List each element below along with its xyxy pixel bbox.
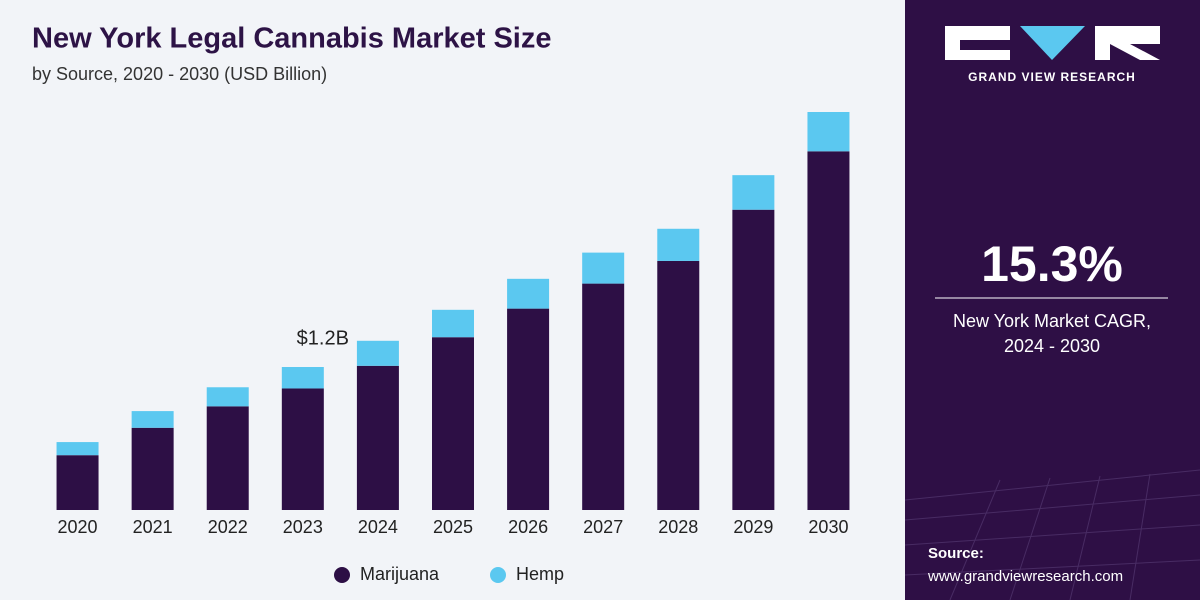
- bar-segment: [582, 283, 625, 510]
- bar-segment: [732, 175, 775, 210]
- bar-segment: [507, 278, 550, 309]
- side-panel: [905, 0, 1200, 600]
- bar-segment: [206, 406, 249, 510]
- bar-segment: [56, 442, 99, 456]
- legend-label: Hemp: [516, 564, 564, 584]
- bar-segment: [131, 411, 174, 428]
- bar-segment: [507, 308, 550, 510]
- legend-swatch: [334, 567, 350, 583]
- brand-name: GRAND VIEW RESEARCH: [968, 70, 1136, 84]
- bar-segment: [657, 260, 700, 510]
- bar-segment: [56, 455, 99, 510]
- bar-segment: [206, 387, 249, 407]
- cagr-label: New York Market CAGR,: [953, 311, 1151, 331]
- x-tick-label: 2028: [658, 517, 698, 537]
- panel-grid-decoration: [904, 469, 1200, 600]
- bar-segment: [281, 367, 324, 389]
- x-tick-label: 2021: [133, 517, 173, 537]
- source-label: Source:: [928, 545, 984, 562]
- chart-subtitle: by Source, 2020 - 2030 (USD Billion): [32, 64, 327, 84]
- bar-segment: [807, 112, 850, 152]
- x-tick-label: 2030: [808, 517, 848, 537]
- annotation: $1.2B: [297, 327, 349, 349]
- bar-segment: [432, 309, 474, 338]
- x-tick-label: 2025: [433, 517, 473, 537]
- logo: [945, 26, 1160, 60]
- legend-label: Marijuana: [360, 564, 440, 584]
- bar-segment: [356, 365, 399, 510]
- bar-segment: [657, 228, 700, 261]
- bar-segment: [732, 209, 775, 510]
- x-tick-label: 2023: [283, 517, 323, 537]
- cagr-value: 15.3%: [981, 236, 1123, 292]
- x-tick-label: 2020: [58, 517, 98, 537]
- bar-segment: [807, 151, 850, 510]
- x-tick-label: 2029: [733, 517, 773, 537]
- bar-segment: [281, 388, 324, 510]
- x-tick-label: 2024: [358, 517, 398, 537]
- bar-segment: [432, 337, 474, 510]
- x-tick-label: 2026: [508, 517, 548, 537]
- bar-segment: [582, 252, 625, 284]
- chart-title: New York Legal Cannabis Market Size: [32, 23, 552, 55]
- bar-segment: [356, 340, 399, 366]
- bar-segment: [131, 427, 174, 510]
- x-tick-label: 2022: [208, 517, 248, 537]
- x-tick-label: 2027: [583, 517, 623, 537]
- legend-swatch: [490, 567, 506, 583]
- cagr-label: 2024 - 2030: [1004, 336, 1100, 356]
- source-url: www.grandviewresearch.com: [927, 568, 1123, 585]
